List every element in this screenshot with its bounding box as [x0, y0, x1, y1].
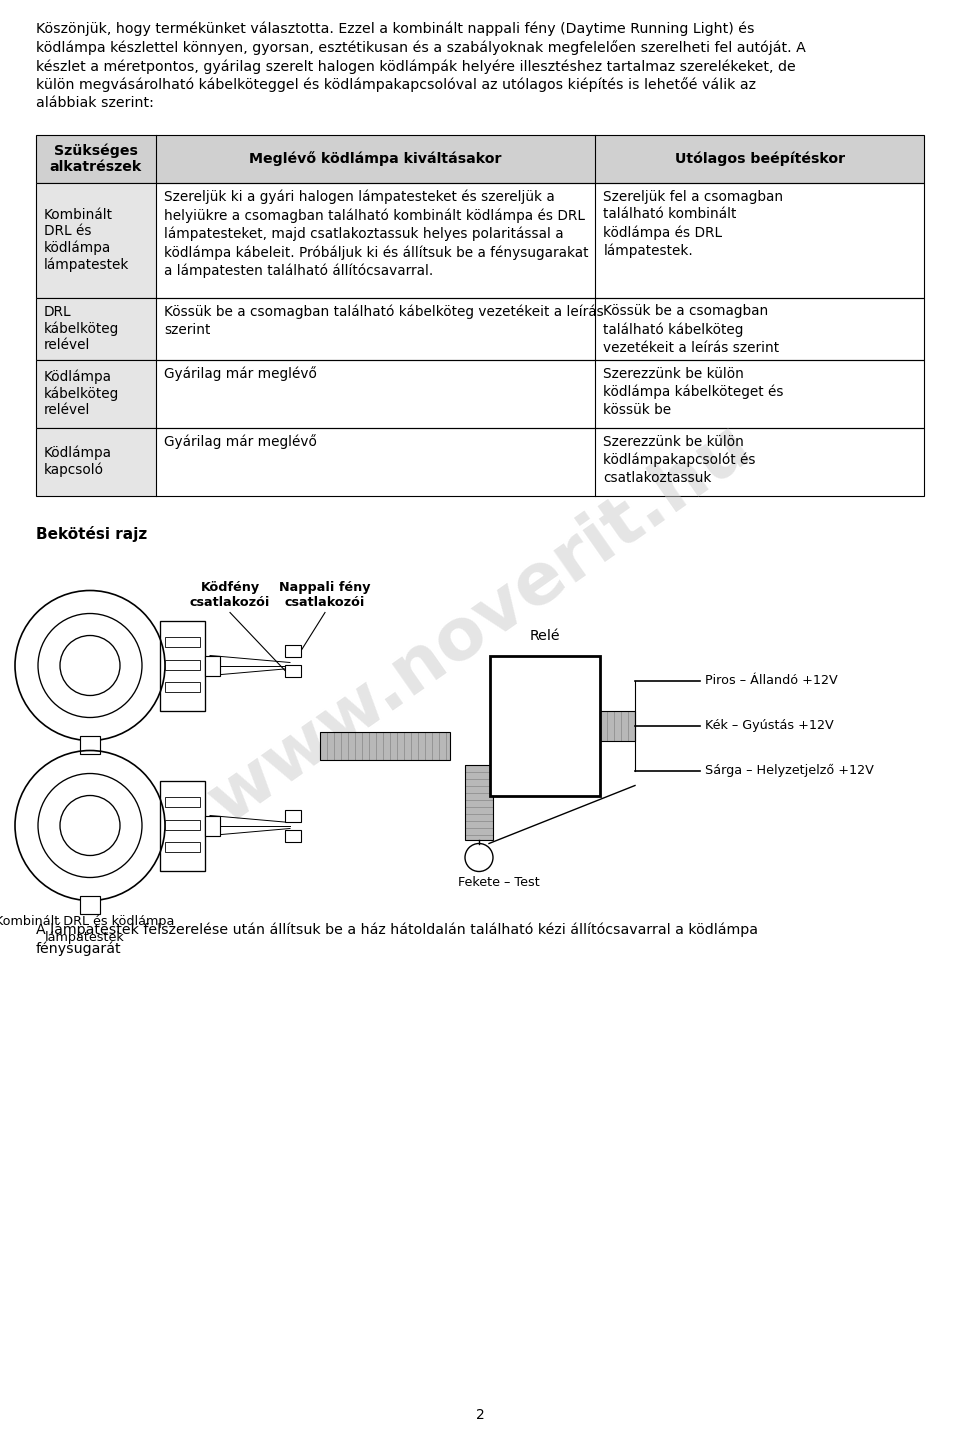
Text: Piros – Állandó +12V: Piros – Állandó +12V — [705, 674, 838, 687]
Bar — [165, 797, 200, 807]
Text: Kombinált
DRL és
ködlámpa
lámpatestek: Kombinált DRL és ködlámpa lámpatestek — [44, 208, 130, 272]
Bar — [600, 710, 635, 741]
Text: külön megvásárolható kábelköteggel és ködlámpakapcsolóval az utólagos kiépítés i: külön megvásárolható kábelköteggel és kö… — [36, 78, 756, 93]
Bar — [320, 732, 450, 760]
Text: www.noverit.hu: www.noverit.hu — [196, 410, 764, 836]
Text: Relé: Relé — [530, 629, 561, 644]
Text: Meglévő ködlámpa kiváltásakor: Meglévő ködlámpa kiváltásakor — [250, 150, 502, 166]
Text: Szerezzünk be külön
ködlámpakapcsolót és
csatlakoztassuk: Szerezzünk be külön ködlámpakapcsolót és… — [604, 434, 756, 485]
Text: Bekötési rajz: Bekötési rajz — [36, 525, 147, 541]
Text: fénysugarát: fénysugarát — [36, 941, 122, 955]
Bar — [80, 896, 100, 913]
Text: 2: 2 — [475, 1408, 485, 1422]
Bar — [285, 809, 301, 822]
Bar — [320, 732, 450, 760]
Bar — [36, 298, 156, 359]
Bar — [160, 780, 205, 871]
Bar — [205, 655, 220, 676]
Text: Gyárilag már meglévő: Gyárilag már meglévő — [164, 434, 317, 450]
Text: Szereljük ki a gyári halogen lámpatesteket és szereljük a
helyiükre a csomagban : Szereljük ki a gyári halogen lámpatestek… — [164, 190, 588, 278]
Bar — [465, 764, 493, 839]
Text: Sárga – Helyzetjelző +12V: Sárga – Helyzetjelző +12V — [705, 764, 874, 777]
Text: Nappali fény
csatlakozói: Nappali fény csatlakozói — [279, 580, 371, 609]
Bar — [36, 427, 156, 495]
Text: Szereljük fel a csomagban
található kombinált
ködlámpa és DRL
lámpatestek.: Szereljük fel a csomagban található komb… — [604, 190, 783, 259]
Bar — [165, 682, 200, 692]
Text: készlet a méretpontos, gyárilag szerelt halogen ködlámpák helyére illesztéshez t: készlet a méretpontos, gyárilag szerelt … — [36, 59, 796, 74]
Text: alábbiak szerint:: alábbiak szerint: — [36, 96, 154, 110]
Text: DRL
kábelköteg
relével: DRL kábelköteg relével — [44, 305, 119, 352]
Text: Köszönjük, hogy termékünket választotta. Ezzel a kombinált nappali fény (Daytime: Köszönjük, hogy termékünket választotta.… — [36, 22, 755, 36]
Bar — [165, 819, 200, 829]
Bar — [36, 135, 924, 182]
Text: Ködlámpa
kapcsoló: Ködlámpa kapcsoló — [44, 446, 112, 478]
Text: Kössük be a csomagban található kábelköteg vezetékeit a leírás
szerint: Kössük be a csomagban található kábelköt… — [164, 304, 604, 337]
Bar — [36, 359, 156, 427]
Bar — [165, 842, 200, 852]
Text: Ködfény
csatlakozói: Ködfény csatlakozói — [190, 580, 270, 609]
Text: A lámpatestek felszerelése után állítsuk be a ház hátoldalán található kézi állí: A lámpatestek felszerelése után állítsuk… — [36, 923, 758, 938]
Text: Szükséges
alkatrészek: Szükséges alkatrészek — [50, 143, 142, 174]
Bar — [165, 660, 200, 670]
Text: Gyárilag már meglévő: Gyárilag már meglévő — [164, 366, 317, 382]
Bar — [36, 298, 924, 359]
Bar — [160, 621, 205, 710]
Text: Kössük be a csomagban
található kábelköteg
vezetékeit a leírás szerint: Kössük be a csomagban található kábelköt… — [604, 304, 780, 355]
Bar — [80, 735, 100, 754]
Bar — [285, 664, 301, 677]
Bar — [600, 710, 635, 741]
Bar — [490, 655, 600, 796]
Bar — [285, 644, 301, 657]
Text: Fekete – Test: Fekete – Test — [458, 875, 540, 888]
Text: Utólagos beépítéskor: Utólagos beépítéskor — [675, 152, 845, 166]
Text: Szerezzünk be külön
ködlámpa kábelköteget és
kössük be: Szerezzünk be külön ködlámpa kábelkötege… — [604, 366, 784, 417]
Bar — [205, 816, 220, 835]
Bar — [285, 829, 301, 842]
Text: Kombinált DRL és ködlámpa
lámpatestek: Kombinált DRL és ködlámpa lámpatestek — [0, 916, 175, 943]
Bar — [36, 427, 924, 495]
Bar — [465, 764, 493, 839]
Text: ködlámpa készlettel könnyen, gyorsan, esztétikusan és a szabályoknak megfelelően: ködlámpa készlettel könnyen, gyorsan, es… — [36, 41, 805, 55]
Bar — [165, 637, 200, 647]
Bar — [36, 359, 924, 427]
Bar — [36, 182, 924, 298]
Bar — [36, 182, 156, 298]
Text: Kék – Gyústás +12V: Kék – Gyústás +12V — [705, 719, 833, 732]
Text: Ködlámpa
kábelköteg
relével: Ködlámpa kábelköteg relével — [44, 370, 119, 417]
